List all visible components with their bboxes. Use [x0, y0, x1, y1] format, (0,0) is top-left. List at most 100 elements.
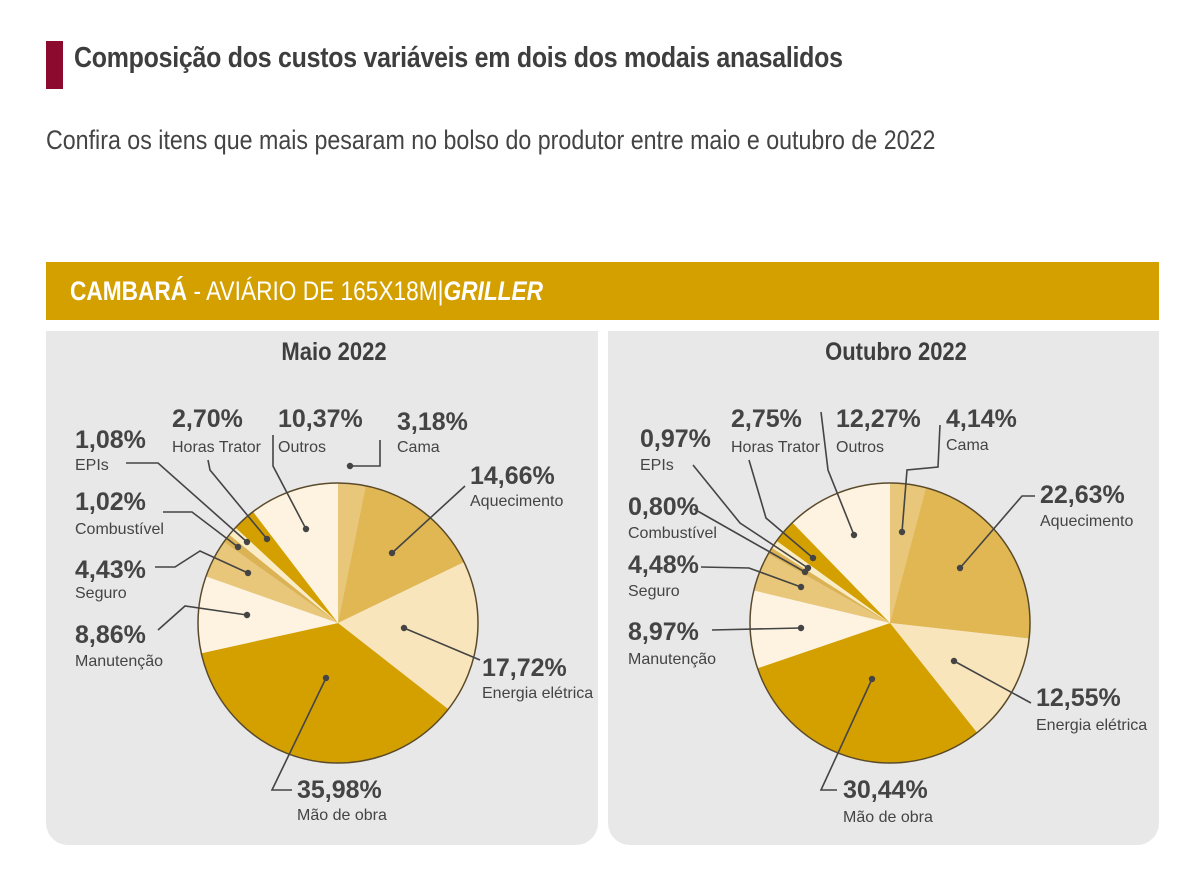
data-label-name-cama: Cama — [397, 439, 440, 456]
pie-slice-cama — [890, 483, 927, 623]
banner-location: CAMBARÁ — [70, 276, 188, 306]
data-label-name-manutencao: Manutenção — [75, 653, 163, 670]
leader-dot-epis — [804, 564, 812, 572]
leader-dot-horas-trator — [809, 554, 817, 562]
data-label-name-outros: Outros — [836, 439, 884, 456]
data-label-name-manutencao: Manutenção — [628, 651, 716, 668]
location-banner: CAMBARÁ - AVIÁRIO DE 165X18M|GRILLER — [46, 262, 1159, 320]
leader-line-cama — [350, 440, 381, 467]
pie-slice-outros — [792, 483, 890, 623]
page-subtitle: Confira os itens que mais pesaram no bol… — [46, 125, 936, 155]
pie-slice-horas-trator — [235, 511, 338, 623]
leader-line-outros — [272, 435, 307, 530]
leader-line-cama — [901, 424, 941, 533]
data-label-pct-outros: 12,27% — [836, 405, 921, 433]
pie-slice-epis — [229, 527, 338, 623]
leader-line-epis — [126, 462, 248, 543]
leader-dot-aquecimento — [388, 549, 396, 557]
leader-dot-energia-eletrica — [950, 657, 958, 665]
data-label-pct-mao-de-obra: 30,44% — [843, 776, 928, 804]
data-label-pct-energia-eletrica: 17,72% — [482, 654, 567, 682]
leader-line-manutencao — [157, 605, 248, 631]
data-label-pct-cama: 3,18% — [397, 408, 468, 436]
leader-line-combustivel — [693, 508, 806, 573]
data-label-name-energia-eletrica: Energia elétrica — [1036, 717, 1147, 734]
banner-divider: | — [437, 276, 444, 306]
pie-slice-energia-eletrica — [338, 562, 478, 710]
leader-line-combustivel — [163, 511, 239, 548]
data-label-name-horas-trator: Horas Trator — [731, 439, 821, 456]
leader-dot-energia-eletrica — [400, 624, 408, 632]
data-label-pct-combustivel: 1,02% — [75, 488, 146, 516]
data-label-pct-outros: 10,37% — [278, 405, 363, 433]
banner-type: GRILLER — [443, 276, 544, 306]
banner-separator: - — [187, 276, 207, 306]
leader-dot-seguro — [797, 583, 805, 591]
pie-slice-mao-de-obra — [757, 623, 978, 763]
pie-slice-seguro — [753, 553, 890, 623]
pie-outline — [197, 482, 479, 764]
data-label-pct-manutencao: 8,97% — [628, 618, 699, 646]
leader-line-energia-eletrica — [403, 627, 481, 661]
data-label-name-epis: EPIs — [75, 457, 109, 474]
leader-dot-manutencao — [797, 624, 805, 632]
data-label-pct-epis: 1,08% — [75, 426, 146, 454]
pie-slice-epis — [771, 540, 890, 623]
leader-dot-manutencao — [243, 611, 251, 619]
pie-slice-cama — [338, 483, 366, 623]
data-label-pct-manutencao: 8,86% — [75, 621, 146, 649]
leader-line-aquecimento — [391, 485, 466, 554]
leader-dot-outros — [302, 525, 310, 533]
leader-dot-epis — [243, 538, 251, 546]
data-label-pct-horas-trator: 2,75% — [731, 405, 802, 433]
data-label-pct-mao-de-obra: 35,98% — [297, 776, 382, 804]
data-label-name-combustivel: Combustível — [628, 525, 717, 542]
leader-line-horas-trator — [748, 459, 814, 559]
data-label-name-energia-eletrica: Energia elétrica — [482, 685, 593, 702]
pie-slice-energia-eletrica — [890, 623, 1030, 733]
leader-dot-cama — [898, 528, 906, 536]
pie-slice-outros — [253, 483, 338, 623]
leader-dot-combustivel — [234, 543, 242, 551]
data-label-pct-seguro: 4,43% — [75, 556, 146, 584]
leader-line-mao-de-obra — [819, 678, 873, 791]
leader-line-horas-trator — [207, 459, 268, 540]
pie-slice-horas-trator — [776, 522, 890, 623]
chart-title-maio: Maio 2022 — [281, 338, 387, 366]
data-label-pct-epis: 0,97% — [640, 425, 711, 453]
pie-slice-aquecimento — [890, 487, 1030, 639]
pie-outline — [749, 482, 1031, 764]
page-title: Composição dos custos variáveis em dois … — [74, 42, 843, 74]
leader-dot-outros — [850, 531, 858, 539]
data-label-name-seguro: Seguro — [75, 585, 127, 602]
leader-dot-cama — [346, 462, 354, 470]
data-label-pct-seguro: 4,48% — [628, 551, 699, 579]
data-label-pct-combustivel: 0,80% — [628, 493, 699, 521]
pie-slice-seguro — [205, 541, 338, 623]
leader-dot-mao-de-obra — [868, 675, 876, 683]
leader-dot-horas-trator — [263, 535, 271, 543]
data-label-name-seguro: Seguro — [628, 583, 680, 600]
pie-slice-manutencao — [750, 590, 890, 669]
pie-slice-combustivel — [768, 547, 890, 623]
pie-outubro: 4,14% Cama 22,63% Aquecimento 12,55% Energia … — [628, 405, 1147, 826]
pie-slice-mao-de-obra — [201, 623, 449, 763]
pie-slice-manutencao — [198, 576, 338, 654]
data-label-name-mao-de-obra: Mão de obra — [843, 809, 933, 826]
banner-text: CAMBARÁ - AVIÁRIO DE 165X18M|GRILLER — [70, 276, 543, 307]
data-label-pct-energia-eletrica: 12,55% — [1036, 684, 1121, 712]
pie-maio: 3,18% Cama 14,66% Aquecimento 17,72% Energia … — [75, 405, 593, 824]
data-label-pct-aquecimento: 14,66% — [470, 462, 555, 490]
data-label-pct-cama: 4,14% — [946, 405, 1017, 433]
leader-line-energia-eletrica — [953, 660, 1032, 704]
title-accent-bar — [46, 41, 63, 89]
leader-dot-seguro — [244, 569, 252, 577]
chart-title-outubro: Outubro 2022 — [825, 338, 967, 366]
leader-dot-mao-de-obra — [322, 674, 330, 682]
leader-line-seguro — [700, 566, 802, 588]
data-label-name-aquecimento: Aquecimento — [470, 493, 563, 510]
data-label-name-mao-de-obra: Mão de obra — [297, 807, 387, 824]
data-label-name-combustivel: Combustível — [75, 521, 164, 538]
pie-slice-combustivel — [223, 534, 338, 623]
